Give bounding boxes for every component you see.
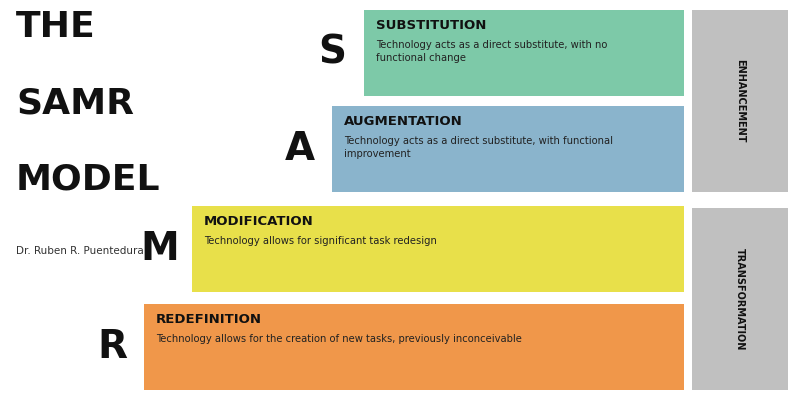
FancyBboxPatch shape — [332, 106, 684, 192]
FancyBboxPatch shape — [692, 208, 788, 390]
Text: THE: THE — [16, 10, 96, 44]
Text: AUGMENTATION: AUGMENTATION — [344, 115, 462, 128]
FancyBboxPatch shape — [192, 206, 684, 292]
Text: Technology acts as a direct substitute, with functional
improvement: Technology acts as a direct substitute, … — [344, 136, 613, 159]
FancyBboxPatch shape — [692, 10, 788, 192]
Text: SUBSTITUTION: SUBSTITUTION — [376, 19, 486, 32]
Text: SAMR: SAMR — [16, 86, 134, 120]
Text: MODEL: MODEL — [16, 162, 161, 196]
Text: MODIFICATION: MODIFICATION — [204, 215, 314, 228]
Text: Dr. Ruben R. Puentedura: Dr. Ruben R. Puentedura — [16, 246, 144, 256]
Text: R: R — [97, 328, 127, 366]
Text: TRANSFORMATION: TRANSFORMATION — [735, 248, 745, 350]
Text: S: S — [318, 34, 346, 72]
FancyBboxPatch shape — [364, 10, 684, 96]
FancyBboxPatch shape — [144, 304, 684, 390]
Text: M: M — [141, 230, 179, 268]
Text: A: A — [285, 130, 315, 168]
Text: REDEFINITION: REDEFINITION — [156, 313, 262, 326]
Text: Technology acts as a direct substitute, with no
functional change: Technology acts as a direct substitute, … — [376, 40, 607, 63]
Text: Technology allows for significant task redesign: Technology allows for significant task r… — [204, 236, 437, 246]
Text: Technology allows for the creation of new tasks, previously inconceivable: Technology allows for the creation of ne… — [156, 334, 522, 344]
Text: ENHANCEMENT: ENHANCEMENT — [735, 59, 745, 143]
